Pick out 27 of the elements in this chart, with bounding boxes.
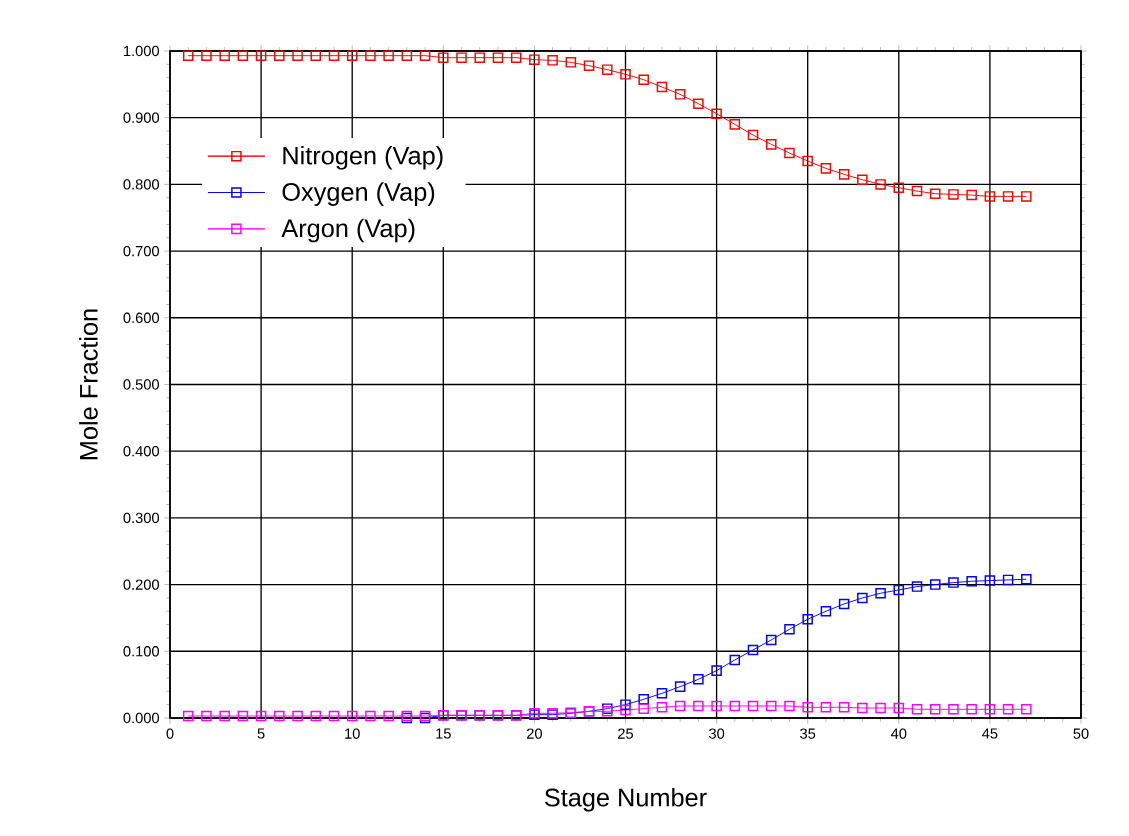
x-tick-label: 10 xyxy=(345,728,360,739)
x-axis-title: Stage Number xyxy=(544,787,707,812)
x-tick-label: 35 xyxy=(800,728,816,739)
y-tick-label: 0.600 xyxy=(123,312,160,323)
x-tick-label: 0 xyxy=(166,728,174,739)
y-tick-label: 0.900 xyxy=(123,112,160,123)
y-tick-label: 0.400 xyxy=(123,446,160,457)
y-axis-title: Mole Fraction xyxy=(79,309,98,460)
y-tick-label: 0.200 xyxy=(123,579,160,590)
y-tick-label: 0.800 xyxy=(123,179,160,190)
x-tick-label: 20 xyxy=(526,728,542,739)
x-tick-label: 40 xyxy=(890,728,907,739)
y-tick-label: 0.700 xyxy=(123,245,160,257)
x-tick-label: 45 xyxy=(982,728,998,739)
legend-label: Oxygen (Vap) xyxy=(282,182,435,206)
x-tick-label: 25 xyxy=(618,728,634,739)
x-tick-label: 30 xyxy=(709,728,725,739)
y-tick-label: 0.500 xyxy=(123,379,160,390)
legend-label: Argon (Vap) xyxy=(281,218,415,243)
y-tick-label: 0.000 xyxy=(123,712,160,724)
x-tick-label: 5 xyxy=(257,728,265,739)
y-tick-label: 1.000 xyxy=(124,45,160,57)
y-tick-label: 0.100 xyxy=(123,646,160,657)
y-tick-label: 0.300 xyxy=(123,512,160,524)
x-tick-label: 50 xyxy=(1073,728,1089,739)
x-tick-label: 15 xyxy=(436,728,451,739)
legend-label: Nitrogen (Vap) xyxy=(283,145,443,170)
